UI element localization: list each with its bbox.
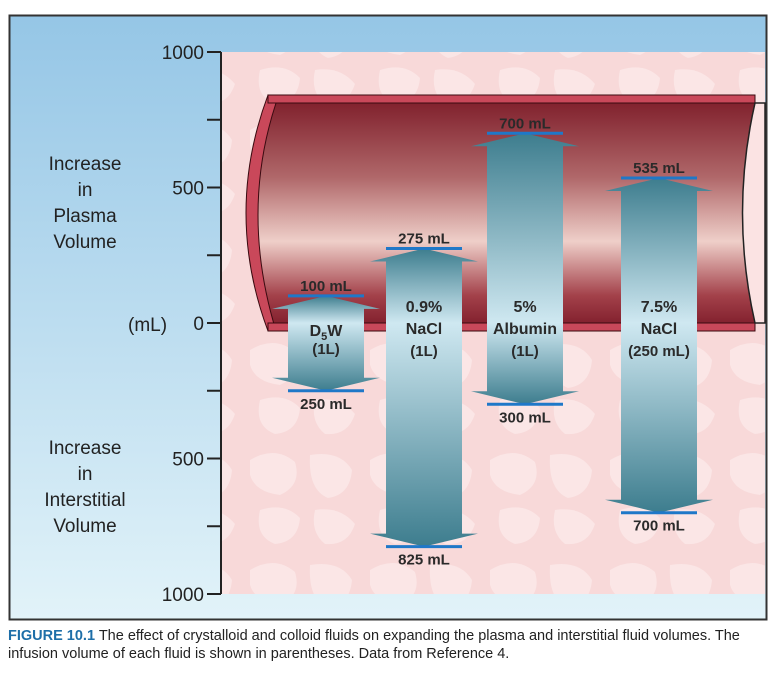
fluid-volume-label: (1L) xyxy=(410,343,438,360)
upper-axis-label-line: in xyxy=(78,180,93,201)
fluid-arrow-group: 535 mL 700 mL 7.5% NaCl (250 mL) xyxy=(605,160,713,535)
vessel-top-rim xyxy=(267,94,756,104)
y-tick-label: 1000 xyxy=(162,43,204,64)
plasma-value-label: 275 mL xyxy=(398,230,450,247)
fluid-arrow-group: 100 mL 250 mL D5W(1L) xyxy=(272,278,380,413)
fluid-volume-label: (1L) xyxy=(312,341,340,358)
y-tick-label: 1000 xyxy=(162,585,204,606)
fluid-name-label: NaCl xyxy=(406,321,442,338)
fluid-name-label: Albumin xyxy=(493,321,557,338)
upper-axis-label: Increase in Plasma Volume xyxy=(49,154,122,253)
interstitial-volume-arrow xyxy=(605,323,713,513)
plasma-value-label: 700 mL xyxy=(499,115,551,132)
plasma-volume-arrow xyxy=(605,178,713,323)
interstitial-value-label: 250 mL xyxy=(300,396,352,413)
fluid-arrow-group: 275 mL 825 mL 0.9% NaCl (1L) xyxy=(370,230,478,569)
y-axis-unit-label: (mL) xyxy=(128,315,167,336)
interstitial-volume-arrow xyxy=(471,323,579,405)
fluid-volume-label: (250 mL) xyxy=(628,343,690,360)
lower-axis-label-line: Increase xyxy=(49,438,122,459)
interstitial-value-label: 300 mL xyxy=(499,409,551,426)
plasma-value-label: 100 mL xyxy=(300,278,352,295)
y-axis-ticks: 1000 500 0 500 1000 xyxy=(162,43,221,606)
interstitial-value-label: 825 mL xyxy=(398,552,450,569)
lower-axis-label-line: Volume xyxy=(53,516,116,537)
interstitial-value-label: 700 mL xyxy=(633,518,685,535)
fluid-name-label: D5W xyxy=(310,323,344,343)
fluid-concentration-label: 5% xyxy=(513,299,536,316)
vessel-right-opening xyxy=(741,102,766,324)
fluid-concentration-label: 0.9% xyxy=(406,299,442,316)
fluid-concentration-label: 7.5% xyxy=(641,299,677,316)
interstitial-volume-arrow xyxy=(370,323,478,547)
plasma-value-label: 535 mL xyxy=(633,160,685,177)
plasma-volume-arrow xyxy=(272,295,380,323)
upper-axis-label-line: Plasma xyxy=(53,206,117,227)
lower-axis-label-line: in xyxy=(78,464,93,485)
caption-label: FIGURE 10.1 xyxy=(8,628,96,644)
interstitial-volume-arrow xyxy=(272,323,380,391)
fluid-name-label: NaCl xyxy=(641,321,677,338)
fluid-volume-label: (1L) xyxy=(511,343,539,360)
upper-axis-label-line: Volume xyxy=(53,232,116,253)
y-tick-label: 500 xyxy=(172,450,204,471)
fluid-arrow-group: 700 mL 300 mL 5% Albumin (1L) xyxy=(471,115,579,426)
plasma-volume-arrow xyxy=(471,133,579,323)
upper-axis-label-line: Increase xyxy=(49,154,122,175)
lower-axis-label: Increase in Interstitial Volume xyxy=(44,438,125,537)
figure-caption: FIGURE 10.1 The effect of crystalloid an… xyxy=(8,628,768,663)
lower-axis-label-line: Interstitial xyxy=(44,490,125,511)
fluid-volume-chart: 1000 500 0 500 1000 Increase in Plasma Volum… xyxy=(8,14,768,621)
y-tick-label: 500 xyxy=(172,179,204,200)
y-tick-label: 0 xyxy=(193,314,204,335)
caption-text: The effect of crystalloid and colloid fl… xyxy=(8,628,740,662)
plasma-volume-arrow xyxy=(370,248,478,323)
